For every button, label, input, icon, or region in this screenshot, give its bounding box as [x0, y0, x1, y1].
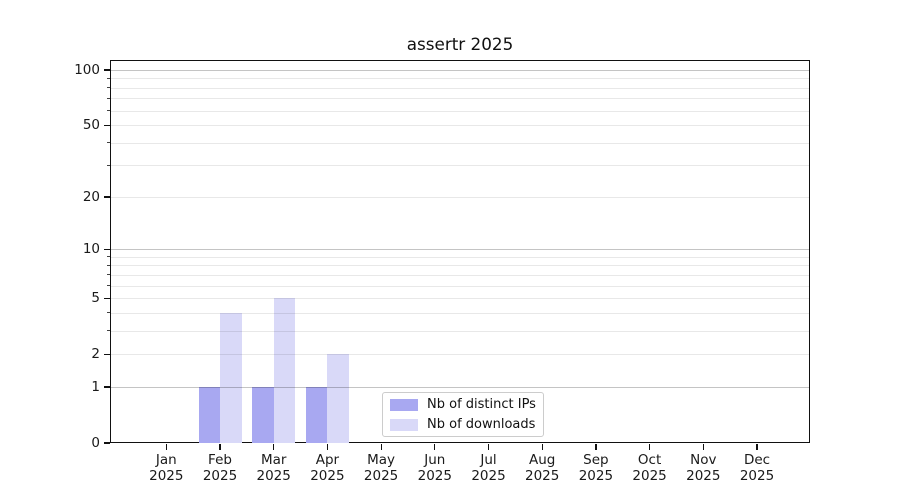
x-tick-mark — [434, 444, 436, 450]
bar-distinct-ips — [198, 386, 220, 443]
legend-item: Nb of distinct IPs — [390, 397, 536, 412]
bar-distinct-ips — [305, 386, 328, 443]
minor-gridline — [110, 312, 810, 314]
x-axis-label: Apr 2025 — [310, 452, 345, 484]
y-minor-tick-mark — [106, 142, 110, 144]
x-axis-label: Jul 2025 — [471, 452, 506, 484]
x-axis-label: May 2025 — [363, 452, 399, 484]
x-tick-mark — [165, 444, 167, 450]
chart-title: assertr 2025 — [406, 34, 514, 54]
y-minor-tick-mark — [106, 77, 110, 79]
y-axis-label: 5 — [91, 290, 100, 307]
y-minor-tick-mark — [106, 274, 110, 276]
y-minor-tick-mark — [106, 264, 110, 266]
plot-area-frame — [110, 60, 810, 443]
legend-swatch — [390, 418, 418, 431]
y-tick-mark — [103, 196, 110, 198]
minor-gridline — [110, 98, 810, 100]
x-tick-mark — [756, 444, 758, 450]
bar-distinct-ips — [252, 386, 274, 443]
x-tick-mark — [273, 444, 275, 450]
x-axis-label: Feb 2025 — [202, 452, 238, 484]
minor-gridline — [110, 354, 810, 356]
bar-downloads — [273, 298, 296, 443]
x-axis-label: Oct 2025 — [632, 452, 667, 484]
minor-gridline — [110, 110, 810, 112]
y-axis-label: 50 — [82, 117, 100, 134]
y-tick-mark — [103, 386, 110, 388]
x-axis-label: Sep 2025 — [578, 452, 614, 484]
bar-downloads — [327, 354, 349, 443]
x-tick-mark — [541, 444, 543, 450]
y-minor-tick-mark — [106, 110, 110, 112]
minor-gridline — [110, 256, 810, 258]
x-tick-mark — [649, 444, 651, 450]
minor-gridline — [110, 125, 810, 127]
y-minor-tick-mark — [106, 330, 110, 332]
legend: Nb of distinct IPs Nb of downloads — [382, 392, 544, 437]
y-minor-tick-mark — [106, 256, 110, 258]
legend-label: Nb of distinct IPs — [427, 397, 536, 412]
legend-label: Nb of downloads — [427, 417, 536, 432]
minor-gridline — [110, 165, 810, 167]
minor-gridline — [110, 298, 810, 300]
minor-gridline — [110, 142, 810, 144]
minor-gridline — [110, 78, 810, 80]
bar-downloads — [220, 312, 242, 443]
minor-gridline — [110, 196, 810, 198]
y-axis-label: 2 — [91, 346, 100, 363]
x-tick-mark — [595, 444, 597, 450]
minor-gridline — [110, 87, 810, 89]
y-axis-label: 10 — [82, 241, 100, 258]
minor-gridline — [110, 285, 810, 287]
y-tick-mark — [103, 442, 110, 444]
x-tick-mark — [380, 444, 382, 450]
y-tick-mark — [103, 248, 110, 250]
minor-gridline — [110, 330, 810, 332]
major-gridline — [110, 70, 810, 71]
y-tick-mark — [103, 69, 110, 71]
x-tick-mark — [326, 444, 329, 450]
x-axis-label: Jan 2025 — [149, 452, 184, 484]
y-axis-label: 20 — [82, 188, 100, 205]
y-tick-mark — [103, 353, 110, 355]
y-minor-tick-mark — [106, 87, 110, 89]
y-axis-label: 100 — [74, 62, 100, 78]
x-axis-label: Mar 2025 — [256, 452, 291, 484]
x-axis-label: Nov 2025 — [686, 452, 721, 484]
minor-gridline — [110, 265, 810, 267]
x-axis-label: Jun 2025 — [417, 452, 452, 484]
legend-item: Nb of downloads — [390, 417, 536, 432]
y-tick-mark — [103, 297, 110, 299]
y-minor-tick-mark — [106, 97, 110, 99]
major-gridline — [110, 249, 810, 251]
x-tick-mark — [702, 444, 704, 450]
x-tick-mark — [219, 444, 221, 450]
x-axis-label: Aug 2025 — [525, 452, 560, 484]
legend-swatch — [390, 398, 418, 411]
x-tick-mark — [487, 444, 490, 450]
y-minor-tick-mark — [106, 285, 110, 287]
y-minor-tick-mark — [106, 312, 110, 314]
y-axis-label: 0 — [91, 435, 100, 451]
x-axis-label: Dec 2025 — [739, 452, 775, 484]
y-minor-tick-mark — [106, 164, 110, 166]
minor-gridline — [110, 274, 810, 276]
major-gridline — [110, 386, 810, 388]
y-axis-label: 1 — [91, 378, 100, 395]
y-tick-mark — [103, 124, 110, 126]
